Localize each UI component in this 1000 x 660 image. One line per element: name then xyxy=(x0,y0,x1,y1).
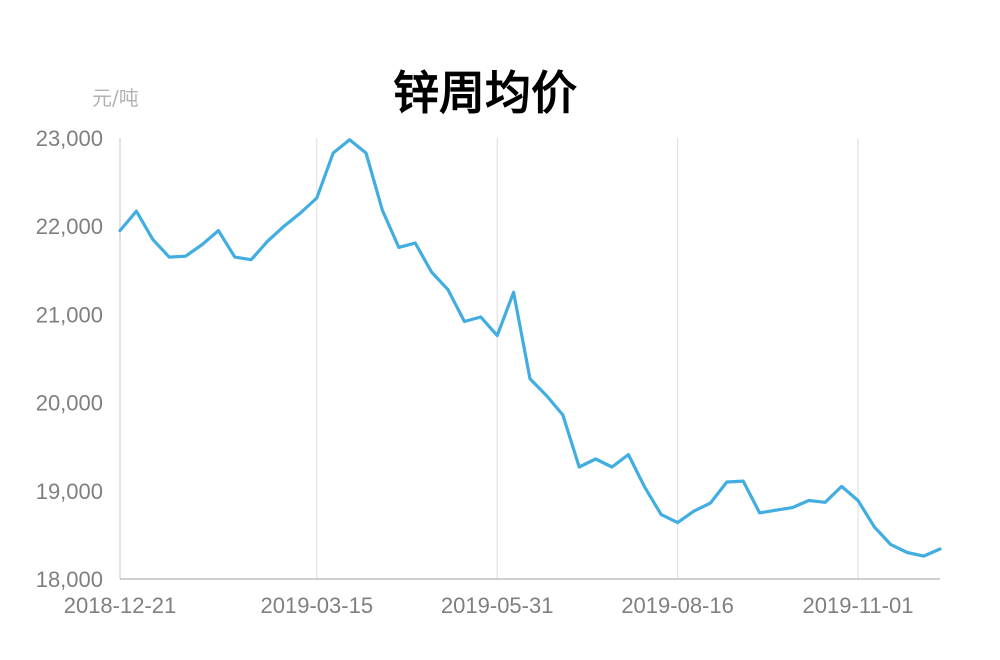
y-tick-label: 20,000 xyxy=(36,391,103,416)
x-tick-label: 2019-11-01 xyxy=(803,593,914,618)
x-axis-ticks: 2018-12-21 2019-03-15 2019-05-31 2019-08-16… xyxy=(64,593,914,618)
gridlines xyxy=(316,138,859,579)
chart-title: 锌周均价 xyxy=(393,66,577,120)
y-tick-label: 22,000 xyxy=(36,214,103,239)
series-layer xyxy=(118,138,942,558)
x-tick-label: 2019-05-31 xyxy=(441,593,554,618)
x-tick-label: 2019-03-15 xyxy=(261,593,374,618)
y-tick-label: 23,000 xyxy=(36,126,103,151)
y-tick-label: 18,000 xyxy=(36,567,103,592)
x-tick-label: 2018-12-21 xyxy=(64,593,177,618)
x-tick-label: 2019-08-16 xyxy=(621,593,734,618)
y-tick-label: 21,000 xyxy=(36,302,103,327)
y-tick-label: 19,000 xyxy=(36,479,103,504)
y-axis-ticks: 18,000 19,000 20,000 21,000 22,000 23,000 xyxy=(36,126,103,592)
series-line-0 xyxy=(118,138,942,558)
y-axis-unit-label: 元/吨 xyxy=(92,86,139,110)
